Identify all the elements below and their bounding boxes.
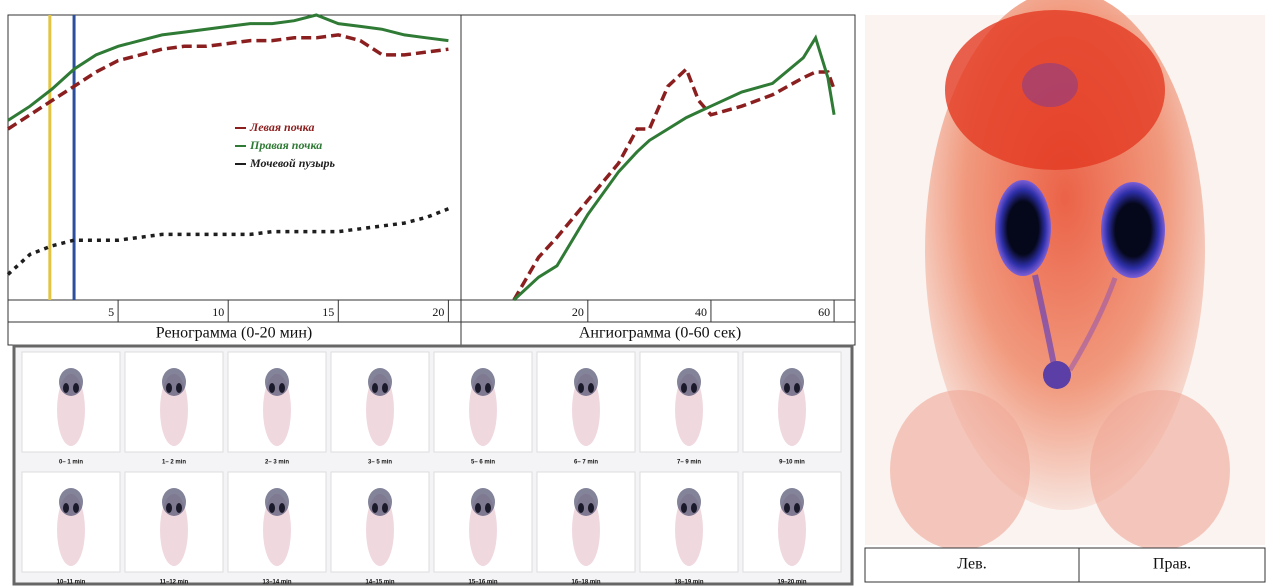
thumb-torso <box>471 488 495 516</box>
frame-label: 5– 6 min <box>471 460 495 466</box>
thumb-torso <box>677 488 701 516</box>
thumb-kidney <box>794 383 800 393</box>
thumb-torso <box>471 368 495 396</box>
thumb-kidney <box>485 503 491 513</box>
frame-label: 11–12 min <box>160 580 189 586</box>
thumb-kidney <box>485 383 491 393</box>
thumb-kidney <box>382 503 388 513</box>
thumb-kidney <box>279 503 285 513</box>
thumb-kidney <box>681 503 687 513</box>
frame-label: 15–16 min <box>468 580 497 586</box>
legend-label: Мочевой пузырь <box>249 156 336 170</box>
frame-label: 3– 5 min <box>368 460 392 466</box>
thumb-kidney <box>475 503 481 513</box>
x-tick-label: 10 <box>212 305 224 319</box>
frame-label: 6– 7 min <box>574 460 598 466</box>
x-tick-label: 40 <box>695 305 707 319</box>
thumb-kidney <box>269 503 275 513</box>
series-line <box>514 69 834 300</box>
thumb-torso <box>677 368 701 396</box>
thumb-torso <box>574 488 598 516</box>
thumb-torso <box>368 488 392 516</box>
thumb-torso <box>59 488 83 516</box>
chart-title: Ренограмма (0-20 мин) <box>156 325 313 342</box>
thumb-torso <box>265 488 289 516</box>
thumb-torso <box>780 488 804 516</box>
frame-label: 1– 2 min <box>162 460 186 466</box>
thumb-kidney <box>588 503 594 513</box>
thumb-kidney <box>73 503 79 513</box>
thumb-torso <box>265 368 289 396</box>
chart-title: Ангиограмма (0-60 сек) <box>579 325 741 342</box>
thumb-torso <box>574 368 598 396</box>
thumb-kidney <box>372 503 378 513</box>
thumb-torso <box>780 368 804 396</box>
thumb-torso <box>162 368 186 396</box>
series-line <box>514 38 834 300</box>
frame-label: 2– 3 min <box>265 460 289 466</box>
chart-frame <box>8 15 855 322</box>
thumb-kidney <box>73 383 79 393</box>
thumb-kidney <box>166 503 172 513</box>
thumb-kidney <box>176 503 182 513</box>
legend-label: Правая почка <box>249 138 322 152</box>
thumb-torso <box>368 368 392 396</box>
thumb-kidney <box>578 503 584 513</box>
report: Ренограмма (0-20 мин) Ангиограмма (0-60 … <box>0 0 1269 586</box>
x-tick-label: 15 <box>322 305 334 319</box>
frame-label: 14–15 min <box>365 580 394 586</box>
x-tick-label: 20 <box>572 305 584 319</box>
thumb-kidney <box>794 503 800 513</box>
thumb-kidney <box>681 383 687 393</box>
x-tick-label: 20 <box>432 305 444 319</box>
frame-label: 7– 9 min <box>677 460 701 466</box>
thumb-kidney <box>691 383 697 393</box>
thumb-kidney <box>372 383 378 393</box>
thumb-kidney <box>784 503 790 513</box>
thumb-kidney <box>475 383 481 393</box>
frame-label: 10–11 min <box>57 580 86 586</box>
thumb-torso <box>162 488 186 516</box>
frame-label: 19–20 min <box>777 580 806 586</box>
frame-label: 13–14 min <box>262 580 291 586</box>
thumb-kidney <box>382 383 388 393</box>
thumb-kidney <box>691 503 697 513</box>
side-label: Прав. <box>1153 556 1191 573</box>
thumb-kidney <box>578 383 584 393</box>
thumb-torso <box>59 368 83 396</box>
thumb-kidney <box>176 383 182 393</box>
thumb-kidney <box>269 383 275 393</box>
thumb-kidney <box>63 383 69 393</box>
x-tick-label: 5 <box>108 305 114 319</box>
thumb-kidney <box>63 503 69 513</box>
thumb-kidney <box>279 383 285 393</box>
legend-label: Левая почка <box>249 120 314 134</box>
frame-label: 9–10 min <box>779 460 805 466</box>
side-label: Лев. <box>957 556 986 573</box>
label-row <box>865 548 1265 582</box>
frame-label: 16–18 min <box>571 580 600 586</box>
frame-label: 0– 1 min <box>59 460 83 466</box>
x-tick-label: 60 <box>818 305 830 319</box>
frame-label: 18–19 min <box>674 580 703 586</box>
thumb-kidney <box>784 383 790 393</box>
thumb-kidney <box>166 383 172 393</box>
thumb-kidney <box>588 383 594 393</box>
